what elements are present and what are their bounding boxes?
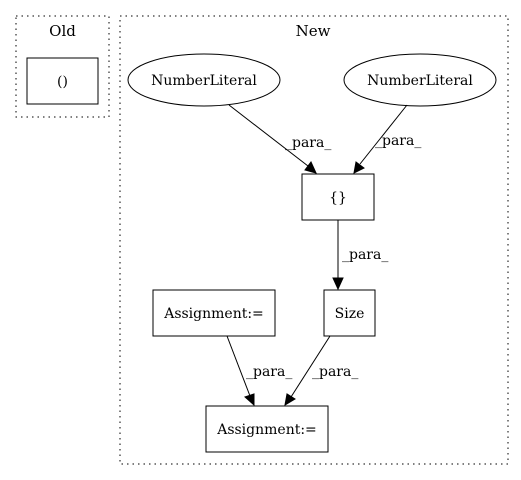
node-braces: {} [301,173,375,221]
cluster-old-label: Old [49,22,76,40]
node-braces-label: {} [329,190,347,206]
node-old-paren: () [26,57,99,105]
edge-braces-to-size-arrow [332,277,344,291]
node-size-box [323,289,376,337]
node-assignment-bottom: Assignment:= [205,405,329,453]
node-old-paren-box [26,57,99,105]
cluster-old-border [15,15,110,118]
edge-size-to-assign: _para_ [284,335,358,406]
cluster-new: New [119,15,509,465]
edge-nl1-to-braces-line [228,104,309,167]
cluster-new-border [119,15,509,465]
edge-nl2-to-braces-line [359,104,408,165]
node-assignment-bottom-label: Assignment:= [216,422,317,438]
edge-nl2-to-braces-arrow [353,161,365,174]
node-number-literal-2-ellipse [343,53,497,107]
cluster-new-label: New [296,22,331,40]
edge-assign-to-assign-arrow [244,393,255,407]
edge-assign-to-assign-line [226,335,251,397]
edge-nl2-to-braces-label: _para_ [375,133,421,149]
node-assignment-left-label: Assignment:= [163,306,264,322]
edge-size-to-assign-arrow [284,393,296,406]
edge-assign-to-assign: _para_ [226,335,292,407]
edge-braces-to-size: _para_ [332,220,388,291]
node-size-label: Size [335,306,365,322]
node-size: Size [323,289,376,337]
cluster-old: Old [15,15,110,118]
node-number-literal-2: NumberLiteral [343,53,497,107]
edge-size-to-assign-label: _para_ [312,364,358,380]
node-number-literal-2-label: NumberLiteral [367,73,473,89]
node-braces-box [301,173,375,221]
edge-nl1-to-braces: _para_ [228,104,331,174]
node-number-literal-1-ellipse [127,53,281,107]
edge-nl1-to-braces-arrow [304,161,317,174]
edge-nl1-to-braces-label: _para_ [285,135,331,151]
edge-size-to-assign-line [290,335,331,398]
edge-nl2-to-braces: _para_ [353,104,421,174]
node-old-paren-label: () [57,74,68,90]
node-number-literal-1-label: NumberLiteral [151,73,257,89]
node-assignment-bottom-box [205,405,329,453]
node-number-literal-1: NumberLiteral [127,53,281,107]
node-assignment-left-box [152,289,276,337]
node-assignment-left: Assignment:= [152,289,276,337]
edge-braces-to-size-label: _para_ [342,247,388,263]
edge-assign-to-assign-label: _para_ [246,364,292,380]
